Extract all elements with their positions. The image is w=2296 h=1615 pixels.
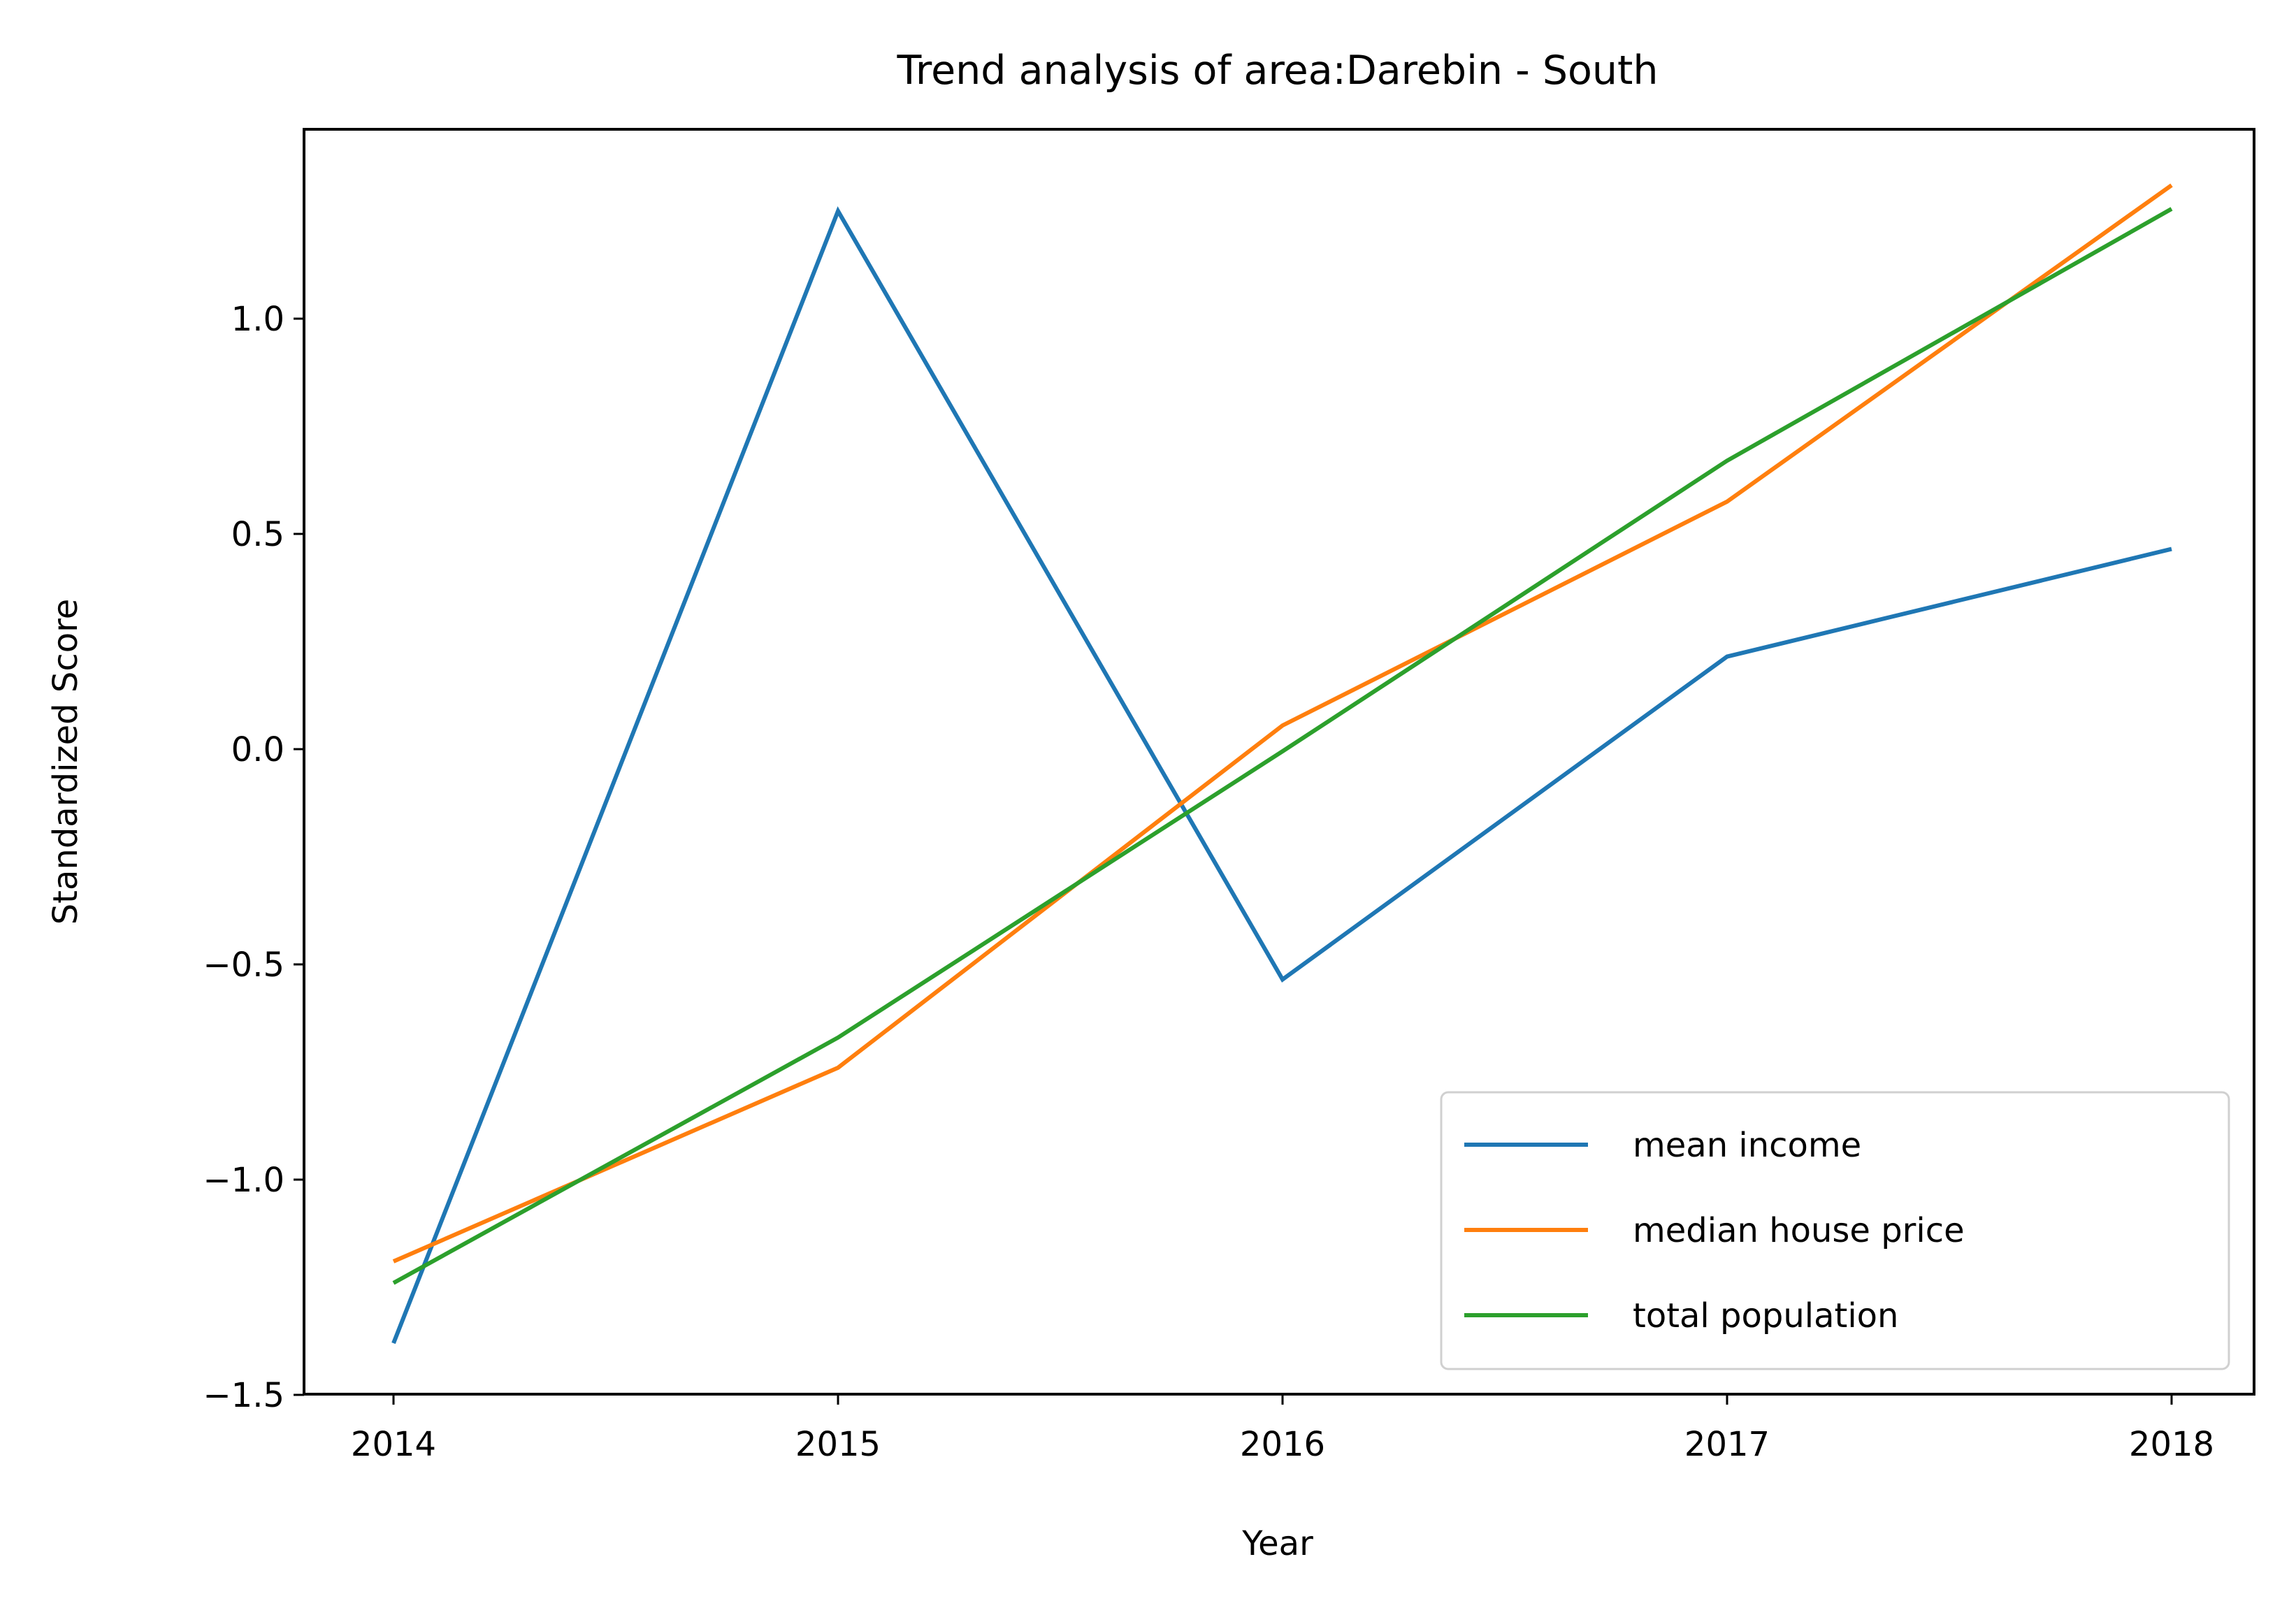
y-tick-label: 0.5 — [231, 515, 284, 554]
x-tick-label: 2014 — [351, 1425, 436, 1464]
x-axis-ticks: 2014 2015 2016 2017 2018 — [351, 1394, 2214, 1464]
legend: mean income median house price total popul… — [1440, 1091, 2230, 1370]
x-tick-label: 2018 — [2129, 1425, 2214, 1464]
legend-items: mean income median house price total popul… — [1464, 1126, 1965, 1335]
legend-label-total-population: total population — [1633, 1296, 1898, 1335]
series-line-mean-income — [391, 206, 2172, 1345]
y-tick-label: 0.0 — [231, 730, 284, 769]
series-line-total-population — [392, 207, 2173, 1285]
y-axis-label: Standardized Score — [46, 599, 85, 925]
legend-box — [1440, 1091, 2230, 1370]
y-tick-label: −1.0 — [203, 1161, 284, 1200]
y-tick-label: −0.5 — [203, 946, 284, 985]
y-tick-label: 1.0 — [231, 300, 284, 339]
legend-label-median-house-price: median house price — [1633, 1211, 1965, 1250]
x-tick-label: 2017 — [1684, 1425, 1770, 1464]
x-axis-label: Year — [1241, 1524, 1313, 1563]
y-tick-label: −1.5 — [203, 1376, 284, 1415]
x-tick-label: 2016 — [1240, 1425, 1325, 1464]
series-line-median-house-price — [392, 183, 2173, 1263]
chart-title: Trend analysis of area:Darebin - South — [896, 48, 1658, 94]
y-axis-ticks: −1.5 −1.0 −0.5 0.0 0.5 1.0 — [203, 300, 304, 1415]
plot-frame — [303, 128, 2255, 1396]
x-tick-label: 2015 — [795, 1425, 881, 1464]
series-lines — [391, 183, 2173, 1345]
legend-label-mean-income: mean income — [1633, 1126, 1861, 1165]
